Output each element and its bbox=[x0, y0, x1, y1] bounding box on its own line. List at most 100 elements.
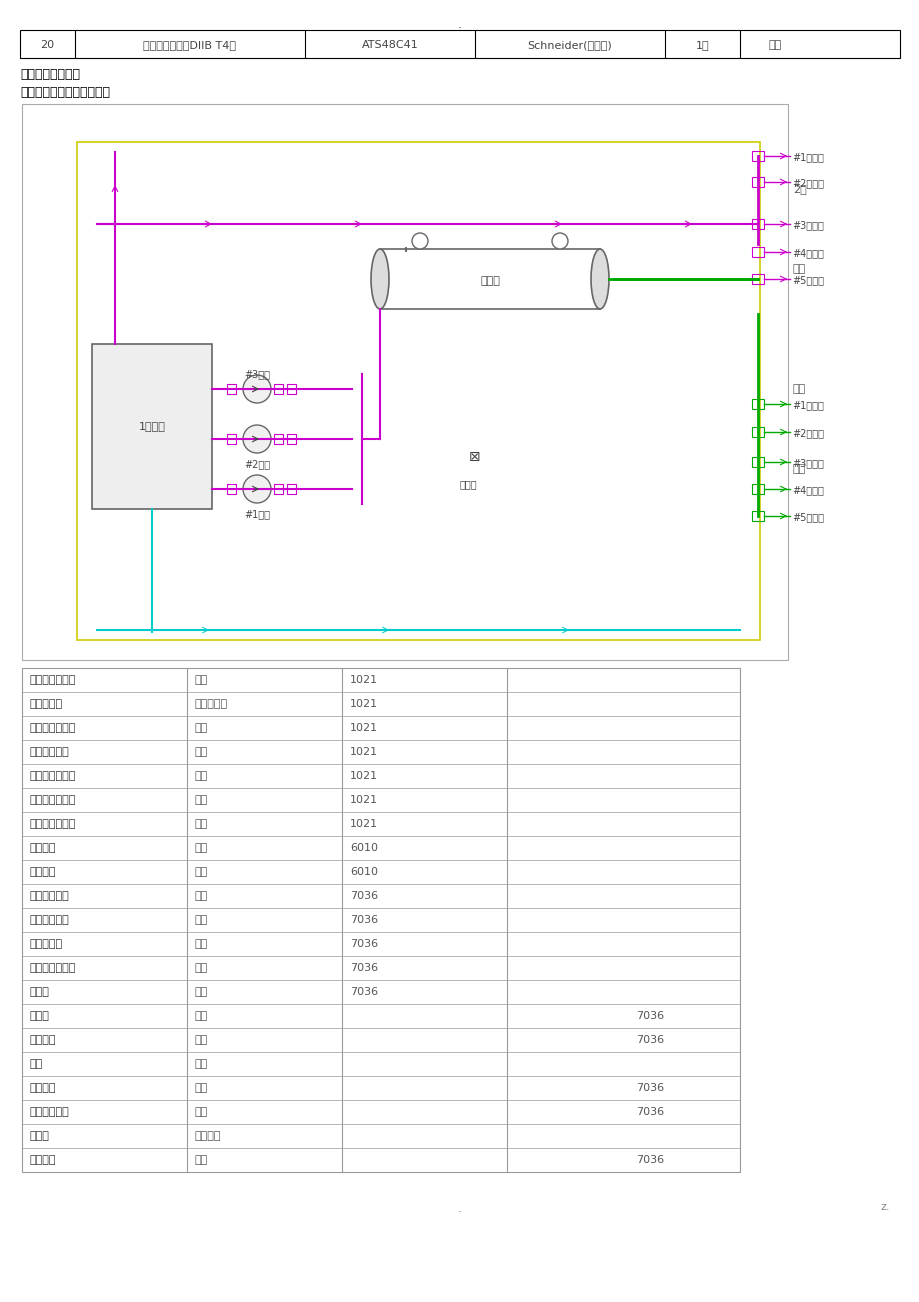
Text: 冷凝器出液管组: 冷凝器出液管组 bbox=[30, 819, 76, 829]
Text: 7036: 7036 bbox=[349, 987, 378, 997]
Text: 能量: 能量 bbox=[792, 264, 805, 273]
Text: 高压供液管组: 高压供液管组 bbox=[30, 747, 70, 756]
Ellipse shape bbox=[590, 249, 608, 309]
Bar bbox=[404, 247, 405, 251]
Text: 黄色: 黄色 bbox=[195, 771, 208, 781]
Text: 7036: 7036 bbox=[349, 915, 378, 924]
Circle shape bbox=[243, 424, 271, 453]
Bar bbox=[22, 668, 739, 1172]
Text: 汉钟原色: 汉钟原色 bbox=[195, 1131, 221, 1141]
Text: 7036: 7036 bbox=[635, 1107, 664, 1117]
Text: 黄色: 黄色 bbox=[195, 819, 208, 829]
Text: 绿色: 绿色 bbox=[195, 867, 208, 878]
Text: 黄色: 黄色 bbox=[195, 674, 208, 685]
Text: #3出水口: #3出水口 bbox=[791, 458, 823, 467]
Text: 公共底座: 公共底座 bbox=[30, 1155, 56, 1165]
Circle shape bbox=[551, 233, 567, 249]
Ellipse shape bbox=[370, 249, 389, 309]
Text: 灰色: 灰色 bbox=[195, 963, 208, 973]
Text: 器相: 器相 bbox=[792, 464, 805, 474]
Text: 蒸发器: 蒸发器 bbox=[480, 276, 499, 286]
Text: 7036: 7036 bbox=[635, 1010, 664, 1021]
Bar bbox=[751, 177, 763, 187]
Text: 7036: 7036 bbox=[635, 1155, 664, 1165]
Text: 7036: 7036 bbox=[349, 963, 378, 973]
Bar bbox=[227, 484, 236, 493]
Text: #1出水口: #1出水口 bbox=[791, 400, 823, 410]
Text: 1台: 1台 bbox=[695, 40, 709, 49]
Text: .: . bbox=[458, 1202, 461, 1215]
Text: 防爆挠性总成: 防爆挠性总成 bbox=[30, 891, 70, 901]
Text: 贮液器进液管组: 贮液器进液管组 bbox=[30, 771, 76, 781]
Text: #2回水口: #2回水口 bbox=[791, 178, 823, 187]
Bar bbox=[380, 249, 599, 309]
Text: 旁通阀: 旁通阀 bbox=[460, 479, 477, 490]
Bar bbox=[751, 484, 763, 493]
Bar bbox=[274, 484, 283, 493]
Text: 1021: 1021 bbox=[349, 747, 378, 756]
Text: #5出水口: #5出水口 bbox=[791, 512, 823, 522]
Text: 1021: 1021 bbox=[349, 771, 378, 781]
Text: 水路部件: 水路部件 bbox=[30, 842, 56, 853]
Bar bbox=[22, 104, 788, 660]
Text: 1021: 1021 bbox=[349, 796, 378, 805]
Bar bbox=[274, 434, 283, 444]
Text: 灰色: 灰色 bbox=[195, 1083, 208, 1092]
Bar bbox=[751, 398, 763, 409]
Bar bbox=[751, 457, 763, 467]
Bar bbox=[287, 484, 296, 493]
Text: 压缩机排气管组: 压缩机排气管组 bbox=[30, 723, 76, 733]
Text: #3回水口: #3回水口 bbox=[791, 220, 823, 230]
Text: 防爆挠性管组: 防爆挠性管组 bbox=[30, 915, 70, 924]
Text: 20: 20 bbox=[40, 40, 54, 49]
Text: 1021: 1021 bbox=[349, 819, 378, 829]
Text: 求出: 求出 bbox=[792, 384, 805, 395]
Bar bbox=[274, 384, 283, 395]
Text: .: . bbox=[458, 18, 461, 31]
Text: 黄色: 黄色 bbox=[195, 723, 208, 733]
Text: 6010: 6010 bbox=[349, 867, 378, 878]
Text: 7036: 7036 bbox=[349, 939, 378, 949]
Bar bbox=[751, 427, 763, 437]
Text: 1吨水箱: 1吨水箱 bbox=[139, 422, 165, 431]
Text: 灰色: 灰色 bbox=[195, 939, 208, 949]
Text: 控制器组件: 控制器组件 bbox=[30, 939, 63, 949]
Text: #2出水口: #2出水口 bbox=[791, 428, 823, 437]
Text: 压缩机: 压缩机 bbox=[30, 1131, 50, 1141]
Text: 灰色: 灰色 bbox=[195, 1035, 208, 1046]
Text: 灰色: 灰色 bbox=[195, 1107, 208, 1117]
Text: 1021: 1021 bbox=[349, 674, 378, 685]
Text: 7036: 7036 bbox=[635, 1083, 664, 1092]
Text: 五、机组冷冻水水路示意图: 五、机组冷冻水水路示意图 bbox=[20, 86, 110, 99]
Bar bbox=[227, 384, 236, 395]
Bar bbox=[751, 510, 763, 521]
Text: 6010: 6010 bbox=[349, 842, 378, 853]
Bar bbox=[227, 434, 236, 444]
Bar bbox=[751, 151, 763, 161]
Bar bbox=[77, 142, 759, 641]
Circle shape bbox=[412, 233, 427, 249]
Text: Schneider(施耐德): Schneider(施耐德) bbox=[528, 40, 612, 49]
Text: z.: z. bbox=[879, 1202, 889, 1212]
Text: 电气元件接收组: 电气元件接收组 bbox=[30, 963, 76, 973]
Text: 黄色: 黄色 bbox=[195, 796, 208, 805]
Text: 贮液器: 贮液器 bbox=[30, 1010, 50, 1021]
Text: 保温棉黑色: 保温棉黑色 bbox=[195, 699, 228, 710]
Text: 1021: 1021 bbox=[349, 723, 378, 733]
Bar bbox=[287, 434, 296, 444]
Text: #4出水口: #4出水口 bbox=[791, 486, 823, 495]
Text: ⊠: ⊠ bbox=[469, 450, 481, 464]
Bar bbox=[751, 273, 763, 284]
Text: #1回水口: #1回水口 bbox=[791, 152, 823, 161]
Text: 贮液器出液管组: 贮液器出液管组 bbox=[30, 796, 76, 805]
Text: 灰色: 灰色 bbox=[195, 891, 208, 901]
Text: 蒸发器出气管组: 蒸发器出气管组 bbox=[30, 674, 76, 685]
Bar bbox=[751, 247, 763, 256]
Text: 原色: 原色 bbox=[195, 1059, 208, 1069]
Text: 软启动器〔隔爆DIIB T4〕: 软启动器〔隔爆DIIB T4〕 bbox=[143, 40, 236, 49]
Circle shape bbox=[243, 375, 271, 404]
Text: 黄色: 黄色 bbox=[195, 747, 208, 756]
Text: 7036: 7036 bbox=[349, 891, 378, 901]
Text: 灰色: 灰色 bbox=[195, 1010, 208, 1021]
Text: #1水泵: #1水泵 bbox=[244, 509, 269, 519]
